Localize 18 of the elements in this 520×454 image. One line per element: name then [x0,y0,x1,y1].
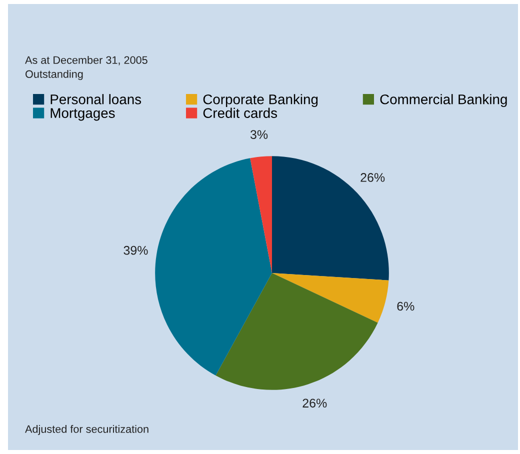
data-label: 39% [124,246,148,255]
legend-label: Corporate Banking [203,94,318,108]
legend-label: Commercial Banking [380,94,507,108]
text: Adjusted for securitization [25,424,148,436]
pie-slice [272,156,389,280]
pie-slice [155,158,272,376]
pie-slice [250,156,272,273]
legend-label: Credit cards [203,108,278,118]
data-label: 26% [360,173,385,182]
data-label: 26% [302,398,327,408]
data-label: 3% [250,130,268,139]
legend-label: Personal loans [50,94,142,104]
pie-slice [216,273,378,390]
legend-label: Mortgages [50,108,115,121]
data-label: 6% [397,302,414,311]
chart-title: As at December 31, 2005 [25,56,148,66]
chart-subtitle: Outstanding [26,70,83,80]
pie-slice [272,273,389,323]
